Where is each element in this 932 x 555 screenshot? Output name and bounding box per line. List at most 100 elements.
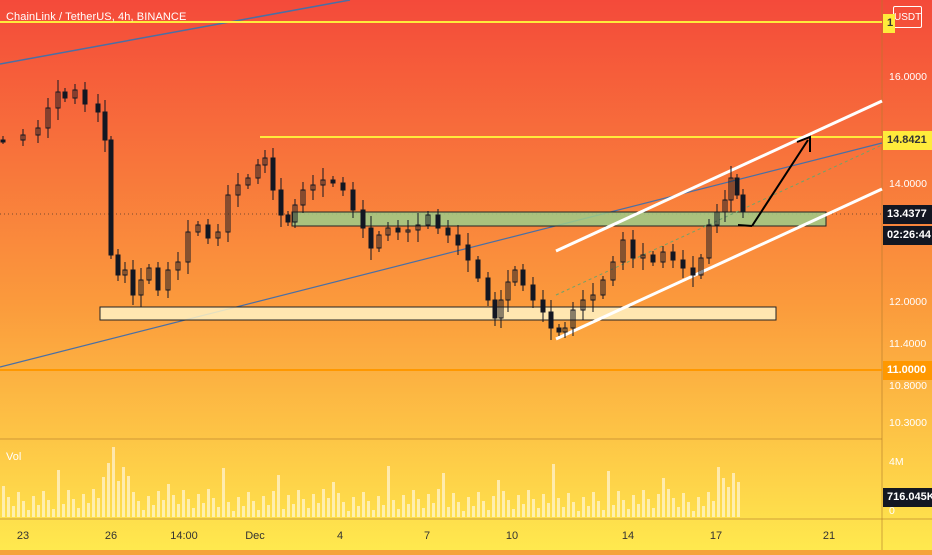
candle-body: [455, 234, 461, 246]
candle-body: [425, 214, 431, 226]
volume-bar: [357, 506, 360, 517]
volume-bar: [2, 486, 5, 517]
candle-body: [62, 91, 68, 99]
volume-bar: [267, 505, 270, 517]
volume-bar: [82, 494, 85, 517]
volume-bar: [432, 503, 435, 517]
candle-body: [108, 139, 114, 256]
candle-body: [512, 269, 518, 283]
volume-bar: [697, 497, 700, 517]
volume-bar: [12, 506, 15, 517]
volume-bar: [617, 491, 620, 517]
volume-bar: [502, 491, 505, 517]
volume-bar: [717, 467, 720, 517]
channel-lower[interactable]: [555, 187, 883, 341]
volume-bar: [657, 494, 660, 517]
candle-body: [385, 227, 391, 236]
drawing-layer[interactable]: [0, 0, 883, 371]
currency-button[interactable]: USDT: [893, 6, 922, 28]
candle-body: [714, 211, 720, 226]
volume-bar: [122, 467, 125, 517]
candle-body: [520, 269, 526, 286]
channel-upper[interactable]: [555, 99, 883, 253]
volume-bar: [552, 464, 555, 517]
symbol-title[interactable]: ChainLink / TetherUS, 4h, BINANCE: [6, 11, 187, 23]
volume-bar: [57, 470, 60, 517]
volume-bar: [472, 506, 475, 517]
volume-bar: [507, 500, 510, 517]
candle-body: [95, 103, 101, 113]
volume-bar: [367, 501, 370, 517]
candle-body: [225, 194, 231, 233]
projection-arrow-shaft[interactable]: [751, 139, 809, 227]
volume-bar: [102, 477, 105, 517]
candle-body: [0, 139, 6, 143]
volume-bar: [307, 508, 310, 517]
volume-bar: [557, 498, 560, 517]
volume-bar: [382, 505, 385, 517]
volume-bar: [417, 499, 420, 517]
volume-bar: [322, 489, 325, 517]
candle-body: [320, 179, 326, 186]
candle-body: [155, 267, 161, 291]
candle-body: [35, 127, 41, 136]
volume-bar: [677, 507, 680, 517]
volume-bar: [157, 491, 160, 517]
volume-bar: [637, 504, 640, 517]
volume-bar: [667, 489, 670, 517]
volume-bar: [182, 490, 185, 517]
volume-bar: [87, 503, 90, 517]
volume-bar: [127, 476, 130, 517]
candle-body: [55, 91, 61, 109]
volume-bar: [172, 495, 175, 517]
candle-body: [540, 299, 546, 313]
time-label-7: 7: [423, 530, 431, 542]
volume-bar: [547, 503, 550, 517]
candle-body: [185, 231, 191, 263]
projection-arrow-head[interactable]: [796, 135, 811, 152]
price-label-10-3: 10.3000: [889, 417, 927, 429]
candle-body: [722, 199, 728, 213]
volume-bar: [67, 490, 70, 517]
candle-body: [300, 189, 306, 206]
time-label-dec: Dec: [245, 530, 265, 542]
volume-bar: [727, 487, 730, 517]
projection-arrow-start[interactable]: [737, 224, 753, 227]
volume-bar: [522, 504, 525, 517]
candle-body: [445, 227, 451, 236]
volume-label-0: 0: [889, 505, 895, 517]
candle-body: [82, 89, 88, 105]
volume-bar: [512, 509, 515, 517]
volume-bar: [337, 493, 340, 517]
volume-bar: [142, 510, 145, 517]
volume-bar: [402, 495, 405, 517]
volume-bar: [222, 468, 225, 517]
candle-body: [698, 257, 704, 276]
volume-bar: [62, 504, 65, 517]
volume-bar: [282, 509, 285, 517]
price-label-16: 16.0000: [889, 71, 927, 83]
volume-bar: [412, 490, 415, 517]
lower-zone[interactable]: [99, 306, 777, 321]
volume-indicator-label[interactable]: Vol: [6, 451, 22, 463]
support-price-badge: 11.0000: [883, 361, 932, 380]
volume-bar: [22, 501, 25, 517]
candle-body: [255, 164, 261, 179]
demand-zone[interactable]: [291, 211, 827, 227]
candle-body: [734, 177, 740, 196]
candle-body: [102, 111, 108, 141]
volume-bar: [327, 498, 330, 517]
volume-bar: [567, 493, 570, 517]
last-price-badge: 13.4377: [883, 205, 932, 224]
volume-bar: [202, 503, 205, 517]
volume-bar: [647, 499, 650, 517]
volume-bar: [582, 497, 585, 517]
volume-bar: [477, 492, 480, 517]
volume-bar: [517, 495, 520, 517]
volume-bar: [457, 502, 460, 517]
volume-bar: [247, 492, 250, 517]
volume-bar: [162, 500, 165, 517]
upper-trendline[interactable]: [0, 0, 351, 65]
